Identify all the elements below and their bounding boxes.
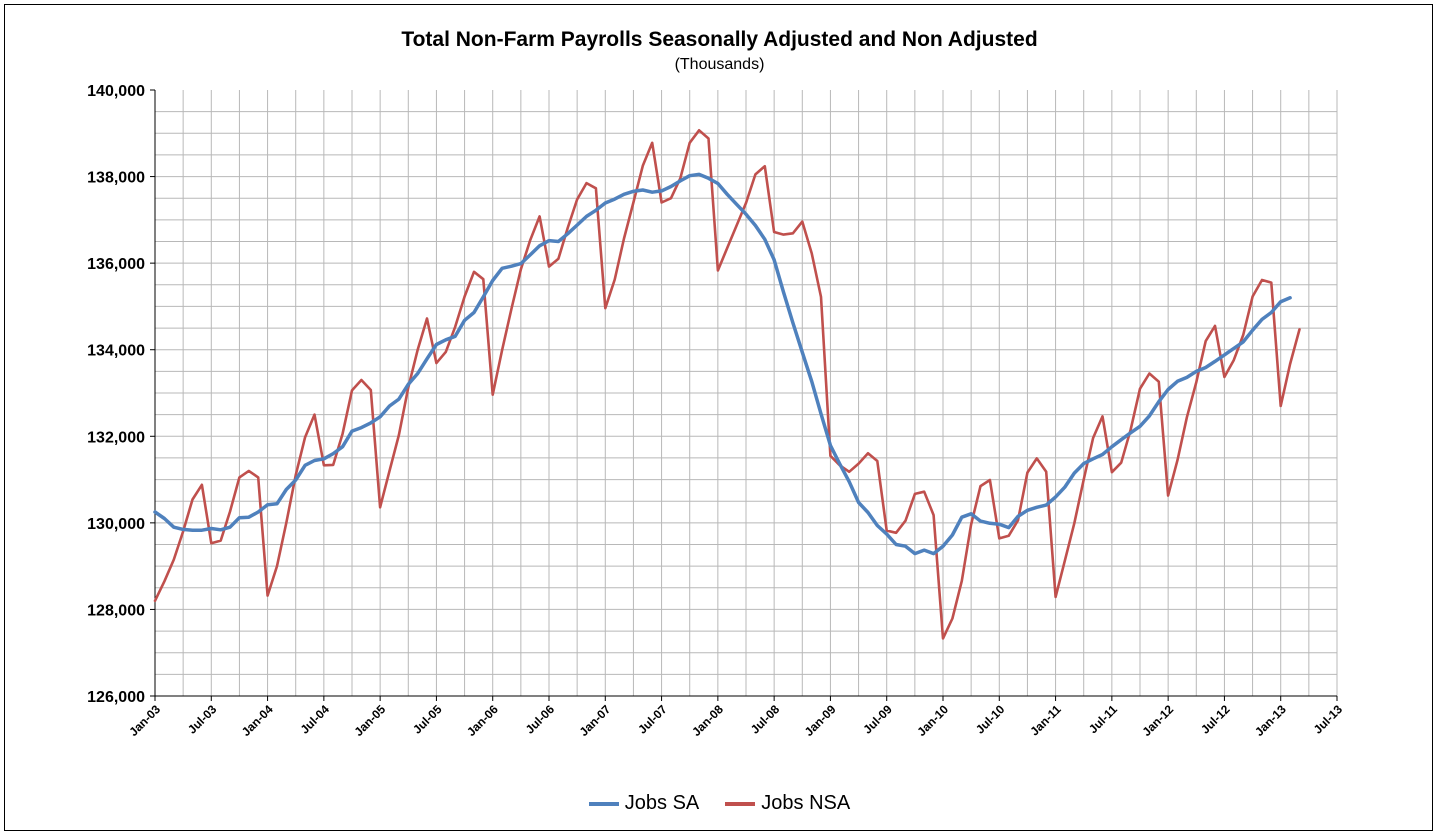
x-tick-label: Jul-07 [635,702,670,737]
x-tick-label: Jan-08 [689,702,726,739]
x-tick-label: Jul-09 [860,702,895,737]
legend-item-jobs-sa: Jobs SA [588,792,700,815]
x-tick-label: Jul-12 [1198,702,1233,737]
x-tick-labels: Jan-03 Jul-03 Jan-04 Jul-04 Jan-05 Jul-05 Jan-… [126,702,1345,739]
x-tick-label: Jan-10 [914,702,951,739]
x-tick-label: Jan-04 [239,702,276,739]
legend-label-jobs-nsa: Jobs NSA [761,792,851,814]
series-line-jobs-sa [153,172,1292,556]
legend-swatch-jobs-sa [588,801,619,806]
y-tick-label: 130,000 [87,516,145,533]
x-tick-label: Jul-04 [298,702,333,737]
y-tick-label: 136,000 [87,256,145,273]
x-tick-label: Jan-09 [802,702,839,739]
y-tick-label: 134,000 [87,343,145,360]
x-tick-label: Jan-13 [1252,702,1289,739]
x-tick-label: Jul-03 [185,702,220,737]
series-lines [153,129,1301,640]
y-tick-labels: 126,000 128,000 130,000 132,000 134,000 136,0… [87,83,145,706]
legend-item-jobs-nsa: Jobs NSA [725,792,850,815]
x-tick-label: Jul-10 [973,702,1008,737]
x-tick-label: Jan-07 [577,702,614,739]
y-tick-label: 126,000 [87,689,145,706]
legend: Jobs SA Jobs NSA [0,792,1439,815]
y-tick-label: 138,000 [87,170,145,187]
legend-label-jobs-sa: Jobs SA [624,792,700,814]
x-tick-label: Jan-11 [1027,702,1064,739]
x-tick-label: Jul-06 [523,702,558,737]
chart-title: Total Non-Farm Payrolls Seasonally Adjus… [401,28,1038,51]
gridlines [155,90,1338,696]
x-tick-label: Jan-12 [1139,702,1176,739]
x-tick-label: Jan-06 [464,702,501,739]
axes [150,89,1338,701]
chart-frame [4,4,1433,831]
y-tick-label: 140,000 [87,83,145,100]
legend-swatch-jobs-nsa [725,801,756,806]
y-tick-label: 128,000 [87,602,145,619]
y-tick-label: 132,000 [87,429,145,446]
chart-subtitle: (Thousands) [674,56,765,73]
x-tick-label: Jan-05 [351,702,388,739]
series-line-jobs-nsa [153,129,1301,640]
x-tick-label: Jul-05 [410,702,445,737]
x-tick-label: Jul-08 [748,702,783,737]
x-tick-label: Jan-03 [126,702,163,739]
x-tick-label: Jul-13 [1311,702,1346,737]
x-tick-label: Jul-11 [1086,702,1120,736]
